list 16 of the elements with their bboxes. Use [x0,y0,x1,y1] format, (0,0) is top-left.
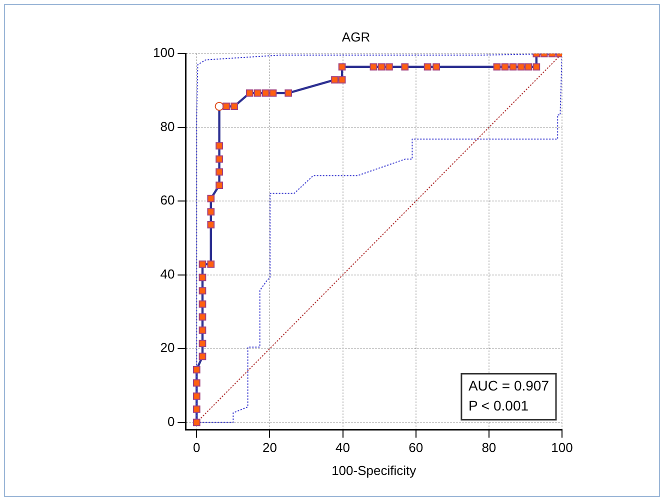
y-tick-label: 20 [160,340,175,356]
x-tick-label: 40 [336,440,350,456]
chart-title: AGR [342,29,370,44]
annotation: AUC = 0.907 [468,378,550,394]
y-tick-label: 60 [160,192,175,208]
annotation: P < 0.001 [468,398,529,414]
y-tick-label: 80 [160,118,175,134]
x-tick-label: 60 [408,440,424,456]
y-tick-label: 40 [160,266,175,282]
x-tick-label: 20 [262,440,277,456]
x-tick-label: 80 [482,440,496,456]
y-tick-label: 100 [152,45,175,60]
x-axis-title: 100-Specificity [332,462,417,478]
x-tick-label: 0 [193,440,200,456]
x-tick-label: 100 [551,440,573,456]
y-tick-label: 0 [167,414,175,429]
